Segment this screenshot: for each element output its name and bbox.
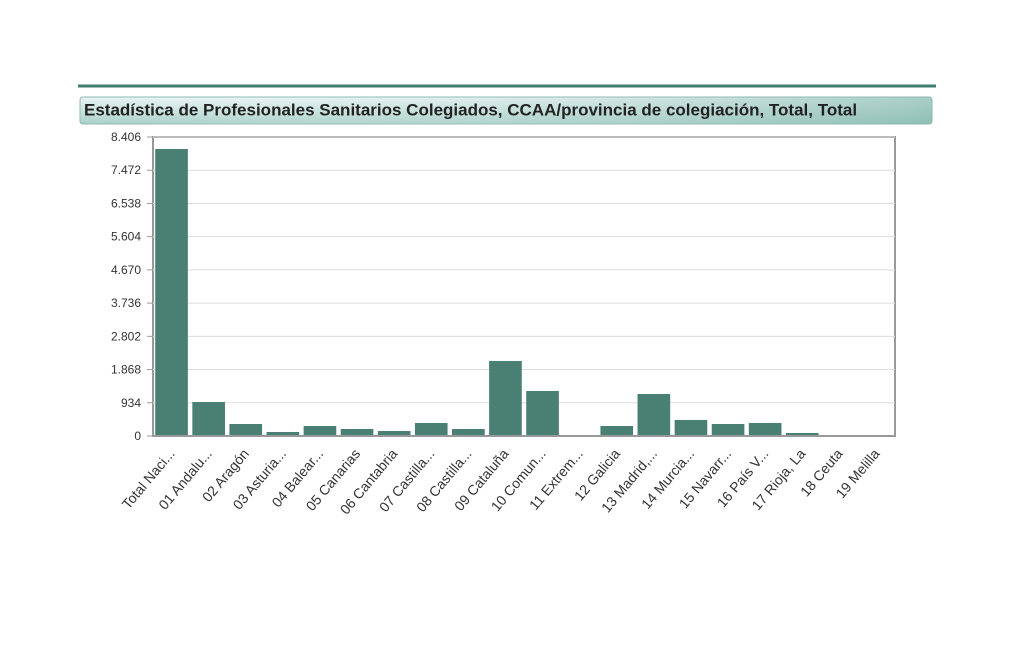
bar [600, 426, 634, 436]
bar [229, 424, 263, 436]
y-tick-label: 4.670 [111, 263, 141, 277]
y-tick-label: 6.538 [111, 196, 141, 210]
bar [377, 431, 411, 436]
title-bar-shade [80, 97, 932, 124]
bar [637, 393, 671, 436]
y-tick-label: 2.802 [111, 329, 141, 343]
bar [748, 423, 782, 436]
y-tick-label: 934 [121, 396, 141, 410]
bar [192, 401, 225, 436]
chart-title: Estadística de Profesionales Sanitarios … [84, 100, 857, 119]
y-tick-label: 7.472 [111, 163, 141, 177]
bar [526, 391, 559, 436]
bar [303, 426, 337, 436]
bar [452, 428, 485, 436]
bar [155, 148, 188, 436]
y-tick-label: 8.406 [111, 130, 141, 144]
bar [674, 419, 708, 436]
y-tick-label: 3.736 [111, 296, 141, 310]
y-tick-label: 1.868 [111, 363, 141, 377]
bar [711, 424, 745, 436]
y-tick-label: 0 [134, 429, 141, 443]
plot-frame [152, 136, 896, 437]
bar [340, 428, 374, 436]
bar [785, 433, 819, 436]
bar [266, 432, 300, 436]
y-tick-label: 5.604 [111, 230, 141, 244]
bar [414, 423, 448, 436]
bar [489, 361, 522, 436]
